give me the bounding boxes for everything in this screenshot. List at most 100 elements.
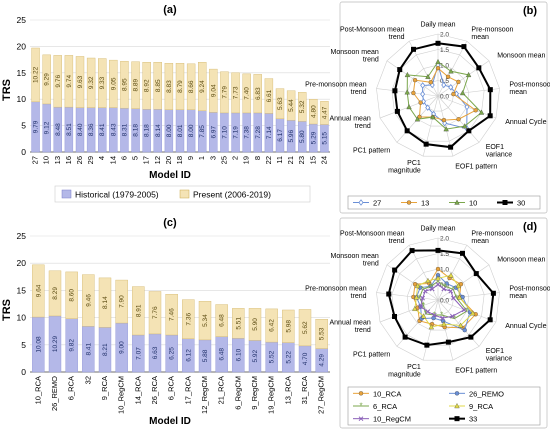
bar-present bbox=[175, 63, 185, 110]
bar-present bbox=[298, 309, 312, 347]
x-tick-label: 14 bbox=[108, 156, 117, 164]
data-label-historical: 10.29 bbox=[52, 335, 59, 352]
data-label-historical: 8.31 bbox=[121, 123, 128, 136]
data-point-triangle bbox=[425, 73, 431, 79]
bar-present bbox=[31, 47, 40, 103]
data-label-historical: 8.14 bbox=[155, 124, 162, 137]
radar-axis-label: PC1 pattern bbox=[353, 147, 390, 154]
data-point-star: * bbox=[444, 282, 447, 291]
x-tick-label: 17_RCA bbox=[183, 376, 192, 404]
radar-axis-label: Pre-monsoon mean trend bbox=[305, 81, 367, 96]
data-label-present: 5.62 bbox=[302, 321, 309, 334]
radar-grid-ring bbox=[406, 64, 470, 127]
data-label-present: 7.90 bbox=[119, 295, 126, 308]
data-point-square bbox=[487, 113, 493, 119]
data-label-historical: 6.97 bbox=[210, 125, 217, 138]
legend-box bbox=[347, 386, 541, 426]
data-label-historical: 7.10 bbox=[221, 126, 228, 139]
data-label-present: 5.90 bbox=[252, 318, 259, 331]
legend-label: 10_RegCM bbox=[373, 415, 411, 424]
data-point-triangle bbox=[454, 403, 460, 409]
x-tick-label: 10_RCA bbox=[33, 376, 42, 404]
x-tick-label: 21_RCA bbox=[217, 376, 226, 404]
radar-grid-ring bbox=[376, 33, 500, 157]
radar-series-line bbox=[420, 283, 465, 319]
bar-present bbox=[75, 56, 85, 108]
bar-present bbox=[120, 60, 129, 109]
data-label-historical: 8.01 bbox=[177, 124, 184, 137]
data-point-triangle bbox=[425, 277, 431, 283]
data-label-historical: 7.85 bbox=[199, 125, 206, 138]
data-label-historical: 6.10 bbox=[235, 348, 242, 361]
radar-axis-label: Daily mean bbox=[420, 22, 455, 29]
data-point-square bbox=[397, 67, 403, 73]
data-label-historical: 4.70 bbox=[302, 352, 309, 365]
panel-a-legend: Historical (1979-2005) Present (2006-201… bbox=[54, 185, 311, 203]
data-label-historical: 9.79 bbox=[33, 120, 40, 133]
data-label-historical: 5.96 bbox=[288, 129, 295, 142]
y-tick-label: 0 bbox=[21, 147, 26, 157]
data-point-circle bbox=[473, 108, 478, 113]
data-point-circle bbox=[428, 80, 433, 85]
data-point-square bbox=[476, 65, 482, 71]
data-label-present: 7.79 bbox=[221, 86, 228, 99]
bar-present bbox=[115, 279, 128, 324]
x-tick-label: 18 bbox=[175, 156, 184, 164]
x-tick-label: 8 bbox=[253, 156, 262, 160]
radar-axis-label: EOF1 variance bbox=[486, 348, 513, 363]
data-label-present: 6.42 bbox=[269, 319, 276, 332]
x-tick-label: 9 bbox=[186, 156, 195, 160]
bar-present bbox=[198, 301, 212, 341]
data-point-circle bbox=[456, 117, 461, 122]
data-label-historical: 7.38 bbox=[244, 126, 251, 139]
data-label-present: 8.83 bbox=[166, 80, 173, 93]
data-label-present: 7.76 bbox=[152, 306, 159, 319]
data-label-present: 8.79 bbox=[177, 80, 184, 93]
x-tick-label: 19 bbox=[242, 156, 251, 164]
data-label-present: 8.91 bbox=[135, 304, 142, 317]
data-label-historical: 8.00 bbox=[166, 124, 173, 137]
data-point-circle bbox=[454, 391, 460, 396]
data-point-triangle bbox=[448, 272, 454, 278]
data-label-present: 9.46 bbox=[85, 294, 92, 307]
x-tick-label: 6 bbox=[119, 156, 128, 160]
data-label-present: 5.44 bbox=[288, 99, 295, 112]
panel-b-radar-chart: 0.0 0.5 1.0 1.5 2.0 Daily mean Pre-monsoon mean… bbox=[305, 22, 550, 175]
data-point-square bbox=[386, 291, 392, 297]
bar-present bbox=[48, 270, 62, 317]
data-point-square bbox=[394, 108, 400, 114]
data-label-historical: 5.29 bbox=[310, 131, 317, 144]
x-tick-label: 21 bbox=[286, 156, 295, 164]
data-point-triangle bbox=[443, 126, 449, 132]
data-label-historical: 9.82 bbox=[69, 339, 76, 352]
data-point-triangle bbox=[448, 68, 454, 74]
data-point-star: * bbox=[421, 285, 424, 294]
bar-present bbox=[242, 73, 251, 114]
bar-present bbox=[198, 62, 207, 112]
data-point-square bbox=[490, 290, 496, 296]
data-label-present: 5.32 bbox=[299, 100, 306, 113]
radar-axis-label: EOF1 variance bbox=[486, 144, 513, 159]
radar-grid-ring bbox=[406, 268, 470, 331]
data-point-triangle bbox=[413, 294, 420, 300]
radar-spoke bbox=[422, 299, 439, 361]
radar-axis-label: Monsoon mean trend bbox=[331, 253, 379, 268]
panel-a-title: (a) bbox=[163, 4, 177, 16]
x-tick-label: 1 bbox=[197, 156, 206, 160]
radar-tick-label: 2.0 bbox=[440, 32, 449, 39]
bar-present bbox=[165, 294, 178, 336]
data-label-historical: 7.07 bbox=[135, 347, 142, 360]
data-label-present: 9.29 bbox=[44, 73, 51, 86]
data-point-star: * bbox=[422, 301, 425, 310]
radar-tick-label: 1.5 bbox=[440, 251, 449, 258]
data-point-triangle bbox=[430, 114, 436, 120]
data-label-present: 5.51 bbox=[235, 317, 242, 330]
data-label-historical: 5.15 bbox=[321, 132, 328, 145]
bar-present bbox=[282, 309, 295, 343]
bar-present bbox=[86, 57, 96, 108]
data-point-triangle bbox=[406, 104, 412, 110]
radar-axis-label: Annual Cycle bbox=[505, 119, 546, 126]
data-point-x bbox=[441, 286, 447, 292]
radar-axis-label: Monsoon mean bbox=[497, 53, 545, 60]
